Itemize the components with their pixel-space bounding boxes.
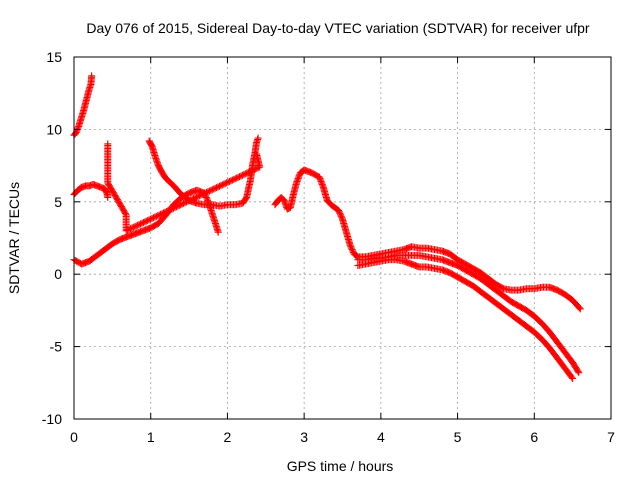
data-point bbox=[348, 246, 356, 254]
data-point bbox=[214, 228, 222, 236]
data-point bbox=[121, 209, 129, 217]
data-point bbox=[254, 134, 262, 142]
data-point bbox=[337, 211, 345, 219]
data-point bbox=[568, 373, 576, 381]
data-point bbox=[346, 241, 354, 249]
data-point bbox=[576, 305, 584, 313]
series-midday-arc bbox=[271, 166, 584, 313]
y-tick-label: 5 bbox=[54, 194, 62, 210]
y-tick-label: -5 bbox=[50, 339, 63, 355]
data-point bbox=[335, 208, 343, 216]
x-tick-label: 2 bbox=[224, 429, 232, 445]
data-point bbox=[349, 247, 357, 255]
x-tick-label: 4 bbox=[377, 429, 385, 445]
y-axis-label: SDTVAR / TECUs bbox=[6, 182, 22, 294]
x-axis-label: GPS time / hours bbox=[287, 458, 394, 474]
series-isolated-points bbox=[104, 140, 264, 235]
series-arc-steep-start bbox=[70, 72, 96, 139]
y-tick-labels: -10 -5 0 5 10 15 bbox=[42, 49, 62, 427]
data-point bbox=[336, 209, 344, 217]
x-tick-labels: 0 1 2 3 4 5 6 7 bbox=[70, 429, 615, 445]
data-points bbox=[70, 72, 584, 382]
data-point bbox=[253, 150, 261, 158]
data-point bbox=[569, 374, 577, 382]
data-point bbox=[88, 72, 96, 80]
series-lower-branch-b bbox=[354, 251, 583, 377]
data-point bbox=[337, 212, 345, 220]
x-tick-label: 1 bbox=[147, 429, 155, 445]
series-lower-branch-a bbox=[354, 256, 577, 382]
series-long-rising-arc bbox=[70, 186, 222, 268]
y-tick-label: -10 bbox=[42, 411, 62, 427]
y-tick-label: 0 bbox=[54, 266, 62, 282]
data-point bbox=[104, 193, 112, 201]
series-arc-around-6 bbox=[70, 180, 112, 201]
y-tick-label: 15 bbox=[46, 49, 62, 65]
data-point bbox=[338, 214, 346, 222]
x-tick-label: 5 bbox=[454, 429, 462, 445]
x-tick-label: 6 bbox=[530, 429, 538, 445]
data-point bbox=[347, 244, 355, 252]
x-tick-label: 7 bbox=[607, 429, 615, 445]
x-tick-label: 3 bbox=[300, 429, 308, 445]
data-point bbox=[335, 206, 343, 214]
data-point bbox=[575, 369, 583, 377]
data-point bbox=[73, 127, 81, 135]
grid-lines bbox=[74, 57, 611, 419]
data-point bbox=[347, 243, 355, 251]
data-point bbox=[574, 367, 582, 375]
data-point bbox=[575, 304, 583, 312]
plot-frame bbox=[73, 56, 612, 420]
x-tick-label: 0 bbox=[70, 429, 78, 445]
chart-title: Day 076 of 2015, Sidereal Day-to-day VTE… bbox=[86, 20, 590, 36]
y-tick-label: 10 bbox=[46, 121, 62, 137]
axis-ticks bbox=[73, 56, 612, 420]
data-point bbox=[74, 124, 82, 132]
